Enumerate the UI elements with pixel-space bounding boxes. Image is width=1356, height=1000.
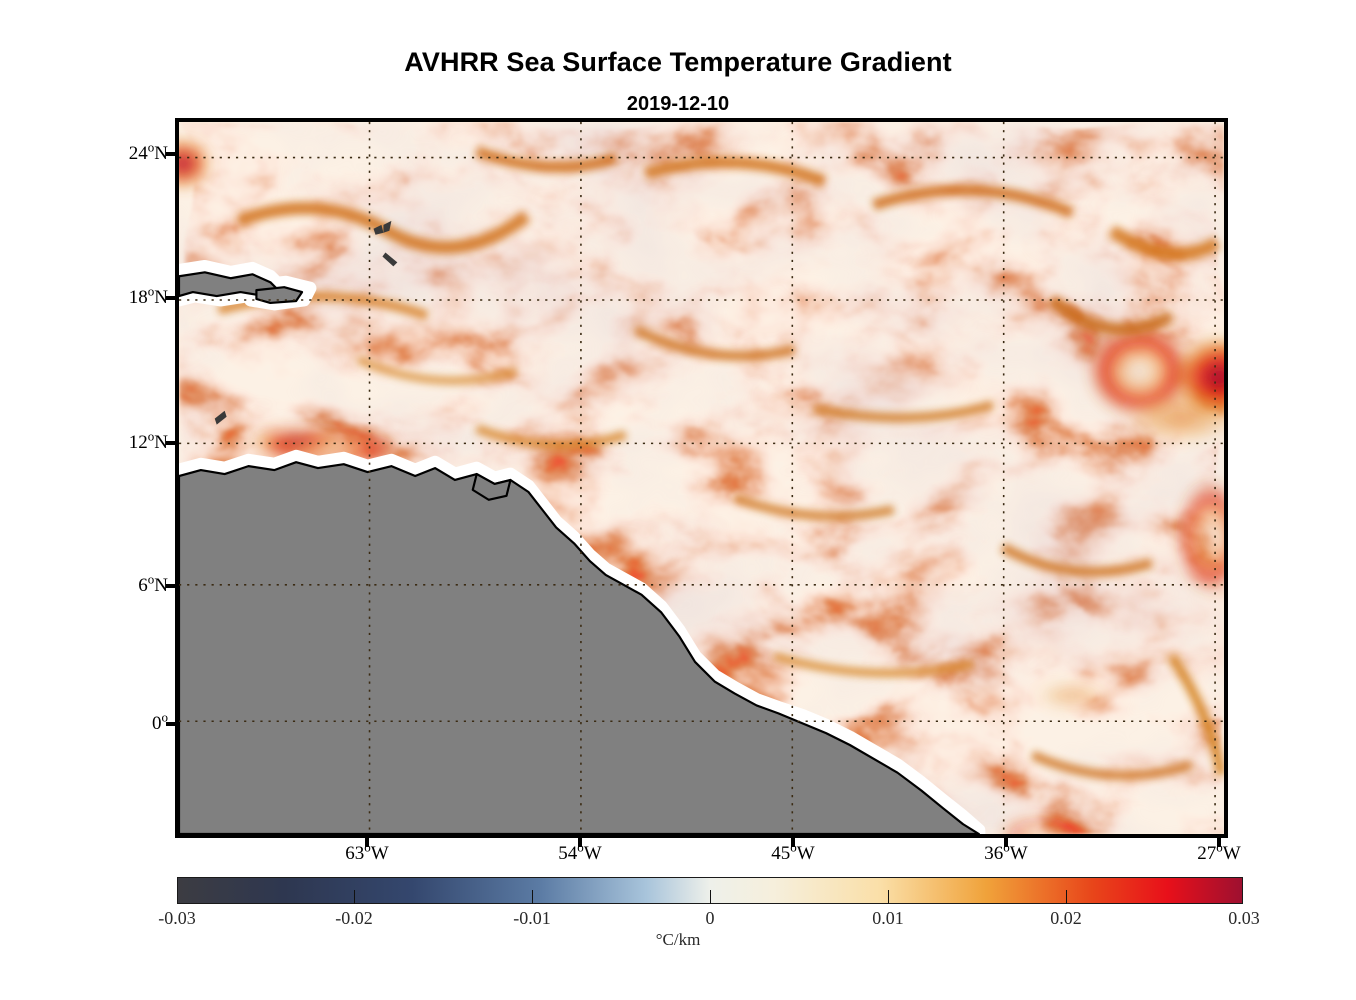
x-axis-label-45w: 45oW bbox=[771, 839, 815, 864]
colorbar-label-0: -0.03 bbox=[158, 908, 196, 928]
page-title: AVHRR Sea Surface Temperature Gradient bbox=[404, 47, 952, 77]
x-axis-label-63w: 63oW bbox=[345, 839, 389, 864]
x-tick-36w bbox=[1004, 835, 1008, 847]
colorbar-tick-neg001 bbox=[532, 890, 533, 904]
x-tick-54w bbox=[578, 835, 582, 847]
y-tick-24n bbox=[166, 152, 179, 156]
colorbar-label-5: 0.02 bbox=[1050, 908, 1082, 928]
y-tick-0 bbox=[166, 722, 179, 726]
map-plot-area bbox=[175, 118, 1228, 838]
y-axis-label-24n: 24oN bbox=[128, 139, 168, 164]
colorbar-tick-zero bbox=[710, 890, 711, 904]
y-axis-label-18n: 18oN bbox=[128, 283, 168, 308]
x-axis-label-54w: 54oW bbox=[558, 839, 602, 864]
y-axis-label-6n: 6oN bbox=[138, 571, 168, 596]
colorbar-label-3: 0 bbox=[705, 908, 715, 928]
x-axis-label-36w: 36oW bbox=[984, 839, 1028, 864]
colorbar-label-6: 0.03 bbox=[1228, 908, 1260, 928]
colorbar-label-2: -0.01 bbox=[513, 908, 551, 928]
x-axis-label-27w: 27oW bbox=[1197, 839, 1241, 864]
colorbar-label-1: -0.02 bbox=[335, 908, 373, 928]
colorbar-tick-002 bbox=[1066, 890, 1067, 904]
page-subtitle: 2019-12-10 bbox=[626, 93, 730, 115]
y-axis-label-0: 0o bbox=[152, 709, 168, 734]
colorbar-tick-001 bbox=[888, 890, 889, 904]
colorbar-unit-label: °C/km bbox=[655, 930, 701, 949]
y-tick-6n bbox=[166, 584, 179, 588]
sst-gradient-field bbox=[179, 122, 1224, 834]
x-tick-27w bbox=[1217, 835, 1221, 847]
y-tick-18n bbox=[166, 296, 179, 300]
x-tick-45w bbox=[791, 835, 795, 847]
map-gridlines bbox=[179, 122, 1224, 834]
colorbar-tick-neg002 bbox=[354, 890, 355, 904]
colorbar-label-4: 0.01 bbox=[872, 908, 904, 928]
land-mask bbox=[179, 220, 986, 834]
x-tick-63w bbox=[365, 835, 369, 847]
y-axis-label-12n: 12oN bbox=[128, 428, 168, 453]
y-tick-12n bbox=[166, 441, 179, 445]
